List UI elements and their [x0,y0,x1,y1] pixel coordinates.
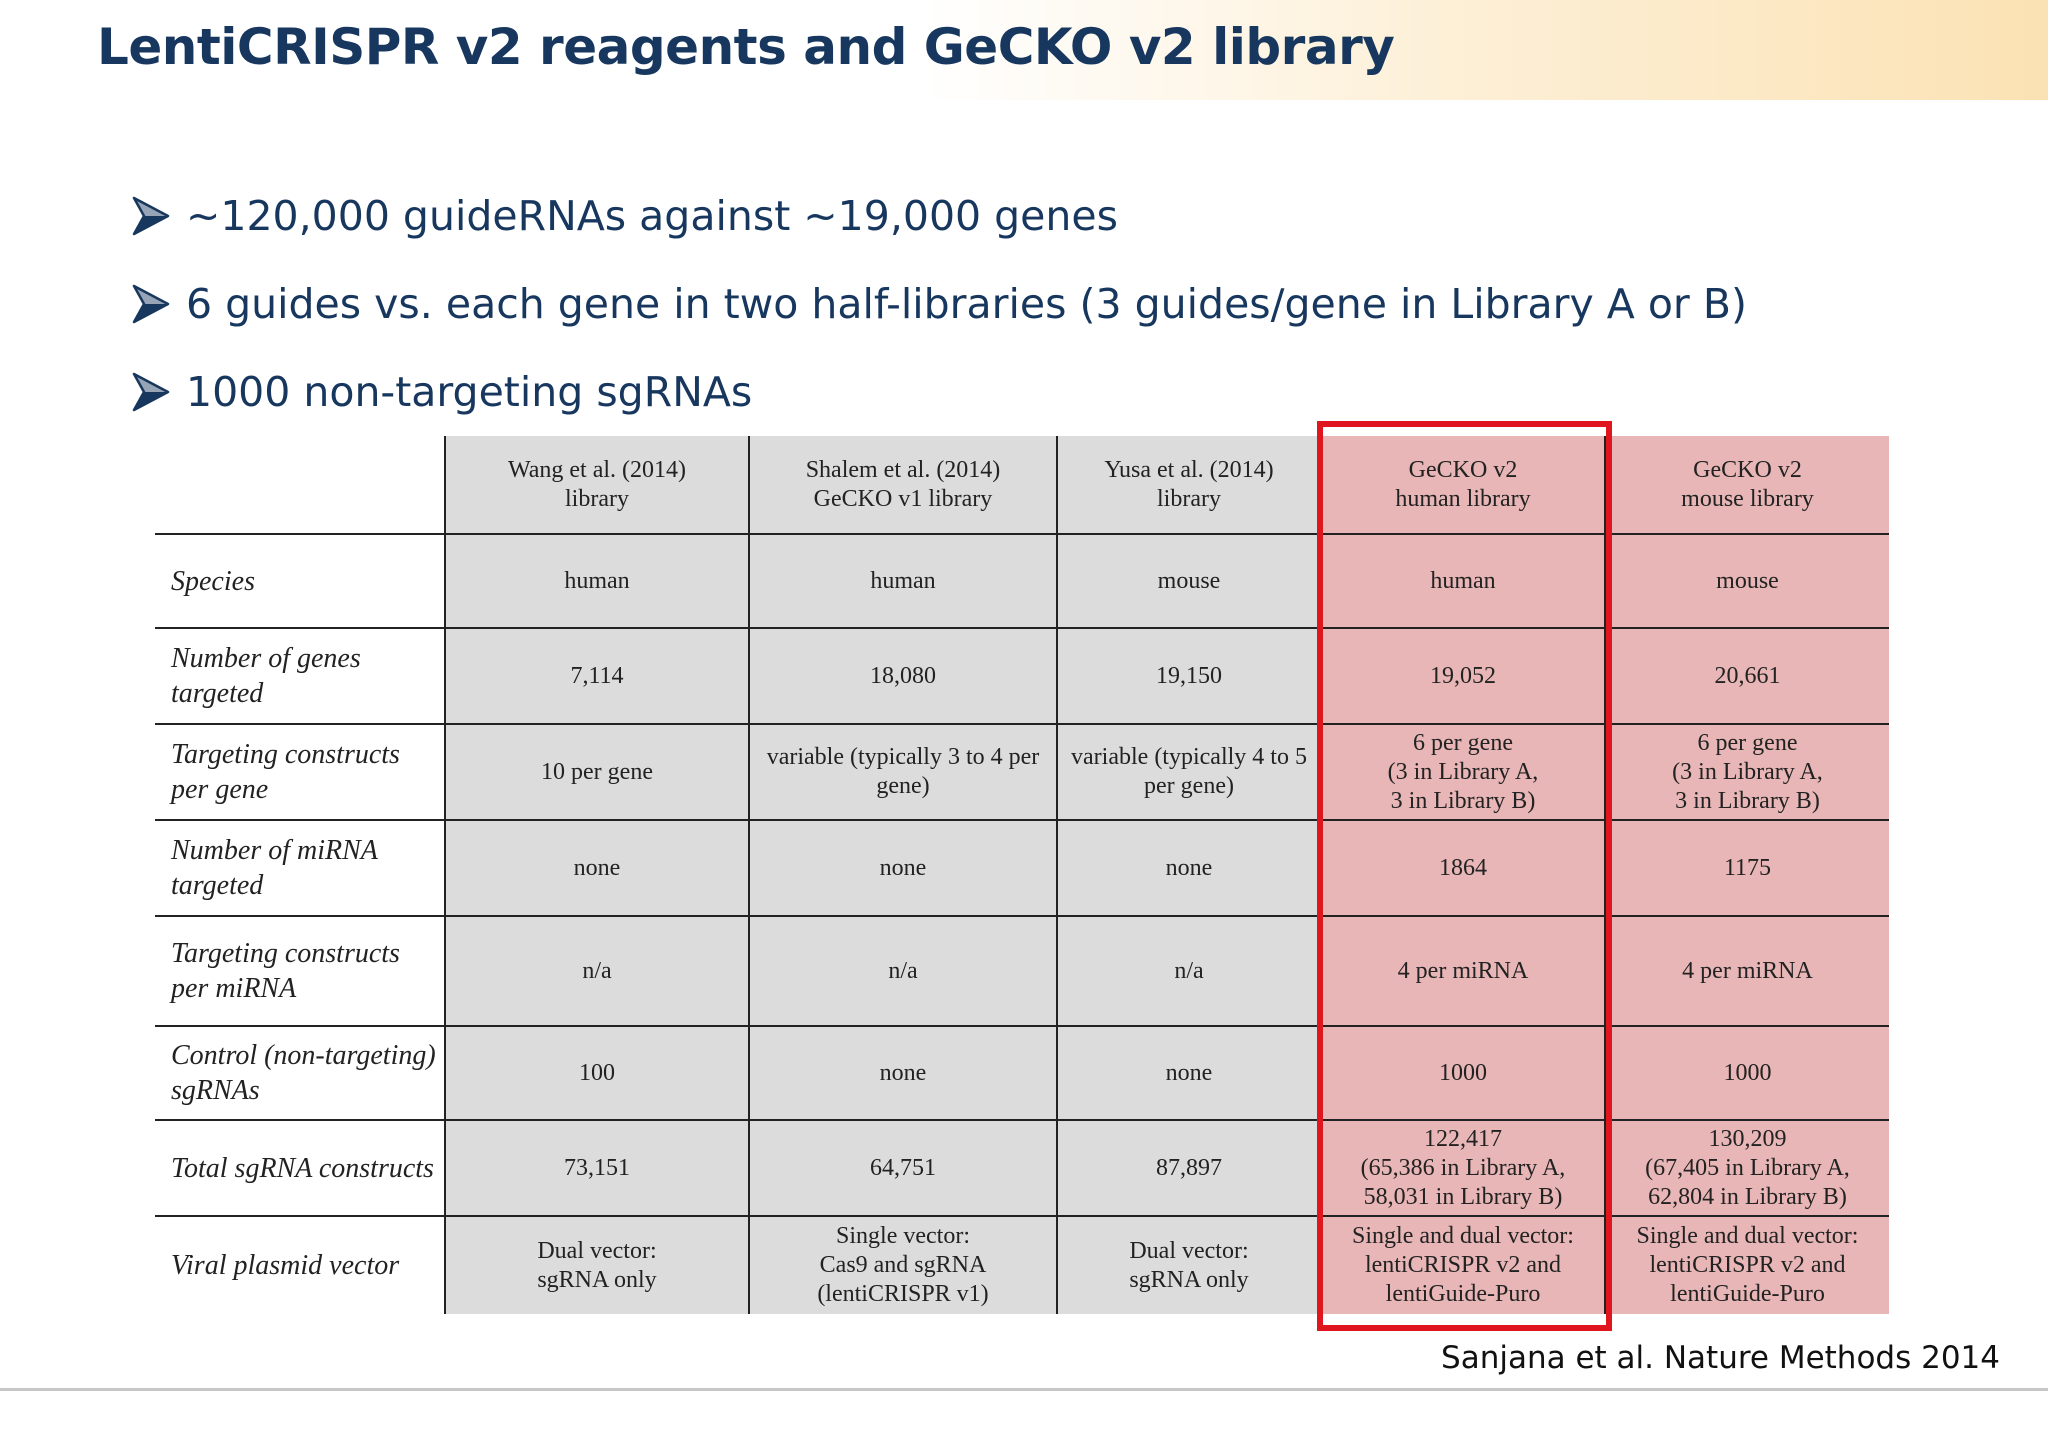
row-label: Targeting constructs per miRNA [155,916,445,1027]
citation: Sanjana et al. Nature Methods 2014 [1441,1340,2000,1376]
column-header-text: Shalem et al. (2014) GeCKO v1 library [805,456,1001,512]
table-cell: 20,661 [1604,628,1889,725]
table-cell: human [444,534,749,629]
table-row: Targeting constructs per miRNA n/a n/a n/a 4… [155,916,1889,1027]
arrowhead-bullet-icon [128,282,176,326]
row-label: Number of miRNA targeted [155,820,445,917]
table-cell: 7,114 [444,628,749,725]
bullet-item: ~120,000 guideRNAs against ~19,000 genes [128,172,1747,260]
bullet-text: ~120,000 guideRNAs against ~19,000 genes [186,192,1118,240]
table-cell: 6 per gene (3 in Library A, 3 in Library B… [1604,724,1889,821]
bullet-text: 6 guides vs. each gene in two half-libra… [186,280,1747,328]
bullet-list: ~120,000 guideRNAs against ~19,000 genes… [128,172,1747,436]
footer-divider [0,1388,2048,1391]
table-cell: 122,417 (65,386 in Library A, 58,031 in Li… [1320,1120,1605,1217]
row-label: Species [155,534,445,629]
library-comparison-table: Wang et al. (2014) library Shalem et al. … [155,436,1889,1314]
table-cell: human [748,534,1057,629]
table-cell: n/a [748,916,1057,1027]
table-row: Species human human mouse human mouse [155,534,1889,629]
table-cell: 10 per gene [444,724,749,821]
table-row: Total sgRNA constructs 73,151 64,751 87,897… [155,1120,1889,1217]
column-header-text: GeCKO v2 mouse library [1681,456,1814,512]
table-row: Targeting constructs per gene 10 per gene… [155,724,1889,821]
table-row: Viral plasmid vector Dual vector: sgRNA on… [155,1216,1889,1314]
table-cell: none [444,820,749,917]
table-cell: 64,751 [748,1120,1057,1217]
table-cell: 87,897 [1056,1120,1321,1217]
table-cell: Single vector: Cas9 and sgRNA (lentiCRISPR… [748,1216,1057,1314]
table-cell: Dual vector: sgRNA only [444,1216,749,1314]
table-row: Control (non-targeting) sgRNAs 100 none non… [155,1026,1889,1121]
table-corner-cell [155,436,445,535]
column-header: GeCKO v2 human library [1320,436,1605,535]
table-row: Number of miRNA targeted none none none 1864… [155,820,1889,917]
table-cell: n/a [1056,916,1321,1027]
table-header-row: Wang et al. (2014) library Shalem et al. … [155,436,1889,535]
table-row: Number of genes targeted 7,114 18,080 19,15… [155,628,1889,725]
column-header: GeCKO v2 mouse library [1604,436,1889,535]
bullet-item: 1000 non-targeting sgRNAs [128,348,1747,436]
bullet-item: 6 guides vs. each gene in two half-libra… [128,260,1747,348]
arrowhead-bullet-icon [128,194,176,238]
arrowhead-bullet-icon [128,370,176,414]
table-cell: variable (typically 4 to 5 per gene) [1056,724,1321,821]
table-cell: 1000 [1604,1026,1889,1121]
column-header-text: GeCKO v2 human library [1395,456,1531,512]
table-cell: 6 per gene (3 in Library A, 3 in Library B… [1320,724,1605,821]
table-cell: none [748,820,1057,917]
table-cell: Dual vector: sgRNA only [1056,1216,1321,1314]
row-label: Viral plasmid vector [155,1216,445,1314]
row-label: Number of genes targeted [155,628,445,725]
row-label: Total sgRNA constructs [155,1120,445,1217]
table-cell: 1175 [1604,820,1889,917]
table-cell: Single and dual vector: lentiCRISPR v2 an… [1604,1216,1889,1314]
table-cell: n/a [444,916,749,1027]
table-cell: 100 [444,1026,749,1121]
row-label: Control (non-targeting) sgRNAs [155,1026,445,1121]
table-cell: 1000 [1320,1026,1605,1121]
table-cell: 1864 [1320,820,1605,917]
table-cell: variable (typically 3 to 4 per gene) [748,724,1057,821]
table-cell: 18,080 [748,628,1057,725]
column-header-text: Wang et al. (2014) library [507,456,686,512]
table-cell: none [748,1026,1057,1121]
table-cell: Single and dual vector: lentiCRISPR v2 an… [1320,1216,1605,1314]
table-cell: 4 per miRNA [1604,916,1889,1027]
column-header: Shalem et al. (2014) GeCKO v1 library [748,436,1057,535]
table-cell: mouse [1604,534,1889,629]
table-cell: 130,209 (67,405 in Library A, 62,804 in Li… [1604,1120,1889,1217]
row-label: Targeting constructs per gene [155,724,445,821]
column-header-text: Yusa et al. (2014) library [1104,456,1274,512]
table-cell: none [1056,820,1321,917]
title-band [0,0,2048,100]
slide-title: LentiCRISPR v2 reagents and GeCKO v2 lib… [97,18,1395,76]
table-cell: none [1056,1026,1321,1121]
bullet-text: 1000 non-targeting sgRNAs [186,368,753,416]
column-header: Yusa et al. (2014) library [1056,436,1321,535]
table-cell: mouse [1056,534,1321,629]
table-cell: human [1320,534,1605,629]
table-cell: 73,151 [444,1120,749,1217]
column-header: Wang et al. (2014) library [444,436,749,535]
comparison-table-wrapper: Wang et al. (2014) library Shalem et al. … [155,436,1889,1314]
table-cell: 19,052 [1320,628,1605,725]
table-cell: 19,150 [1056,628,1321,725]
table-cell: 4 per miRNA [1320,916,1605,1027]
